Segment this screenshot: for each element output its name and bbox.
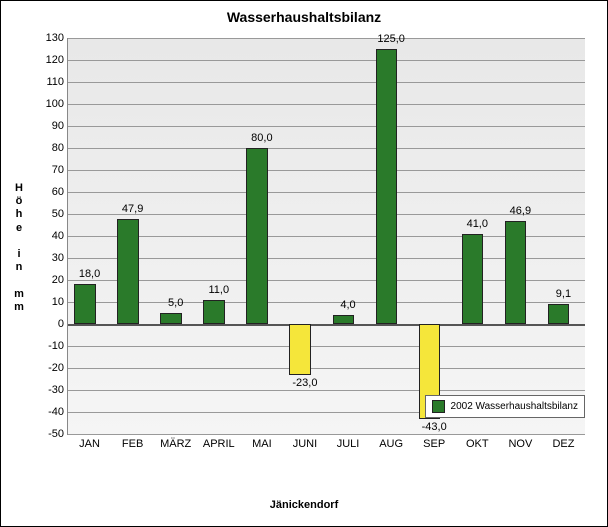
chart-title: Wasserhaushaltsbilanz (13, 9, 595, 25)
bar-slot: 9,1DEZ (542, 38, 585, 434)
bar-slot: 46,9NOV (499, 38, 542, 434)
x-tick-label: MAI (252, 438, 272, 450)
bar-value-label: 11,0 (208, 284, 229, 296)
bar-value-label: 47,9 (122, 203, 143, 215)
y-tick-label: 130 (46, 32, 64, 44)
y-tick-label: -50 (48, 428, 64, 440)
x-tick-label: OKT (466, 438, 489, 450)
bar (505, 221, 527, 324)
grid-line (68, 434, 585, 435)
x-tick-label: JUNI (293, 438, 317, 450)
bar (160, 313, 182, 324)
bar-slot: 41,0OKT (456, 38, 499, 434)
y-tick-label: 120 (46, 54, 64, 66)
bar-slot: 80,0MAI (240, 38, 283, 434)
bar-value-label: -23,0 (292, 377, 317, 389)
y-tick-label: 20 (52, 274, 64, 286)
bar (117, 219, 139, 324)
chart-container: Wasserhaushaltsbilanz Höheinmm -50-40-30… (0, 0, 608, 527)
bar-value-label: 125,0 (377, 33, 405, 45)
y-tick-label: 70 (52, 164, 64, 176)
bar-value-label: 41,0 (467, 218, 488, 230)
y-tick-label: 50 (52, 208, 64, 220)
bar-value-label: -43,0 (422, 421, 447, 433)
x-tick-label: DEZ (552, 438, 574, 450)
bar (548, 304, 570, 324)
y-tick-label: -30 (48, 384, 64, 396)
bar-slot: 125,0AUG (370, 38, 413, 434)
x-tick-label: JAN (79, 438, 100, 450)
bar (74, 284, 96, 324)
bar (203, 300, 225, 324)
x-tick-label: NOV (508, 438, 532, 450)
bar-value-label: 5,0 (168, 297, 183, 309)
legend-swatch (432, 400, 445, 413)
bar-slot: 18,0JAN (68, 38, 111, 434)
y-tick-label: 60 (52, 186, 64, 198)
y-tick-label: 80 (52, 142, 64, 154)
x-tick-label: JULI (337, 438, 360, 450)
plot-area: -50-40-30-20-100102030405060708090100110… (67, 38, 585, 435)
bar (462, 234, 484, 324)
x-tick-label: MÄRZ (160, 438, 191, 450)
bar-value-label: 4,0 (340, 299, 355, 311)
legend: 2002 Wasserhaushaltsbilanz (425, 395, 585, 418)
legend-label: 2002 Wasserhaushaltsbilanz (451, 401, 578, 412)
x-tick-label: AUG (379, 438, 403, 450)
y-tick-label: -20 (48, 362, 64, 374)
y-tick-label: 100 (46, 98, 64, 110)
bar-slot: -43,0SEP (413, 38, 456, 434)
x-tick-label: APRIL (203, 438, 235, 450)
x-tick-label: SEP (423, 438, 445, 450)
bar (246, 148, 268, 324)
bar-slot: 4,0JULI (327, 38, 370, 434)
y-tick-label: 0 (58, 318, 64, 330)
bar (289, 324, 311, 375)
bar-slot: 11,0APRIL (197, 38, 240, 434)
y-tick-label: -10 (48, 340, 64, 352)
bar (333, 315, 355, 324)
bar-value-label: 18,0 (79, 268, 100, 280)
y-tick-label: 10 (52, 296, 64, 308)
x-tick-label: FEB (122, 438, 143, 450)
y-tick-label: 90 (52, 120, 64, 132)
bar (376, 49, 398, 324)
y-tick-label: -40 (48, 406, 64, 418)
bar-value-label: 46,9 (510, 205, 531, 217)
bar-slot: 47,9FEB (111, 38, 154, 434)
bar-slot: 5,0MÄRZ (154, 38, 197, 434)
y-tick-label: 40 (52, 230, 64, 242)
x-axis-label: Jänickendorf (13, 499, 595, 511)
bar-slot: -23,0JUNI (283, 38, 326, 434)
bar-value-label: 9,1 (556, 288, 571, 300)
bar-value-label: 80,0 (251, 132, 272, 144)
y-axis-label: Höheinmm (11, 182, 27, 314)
y-tick-label: 110 (46, 76, 64, 88)
y-tick-label: 30 (52, 252, 64, 264)
